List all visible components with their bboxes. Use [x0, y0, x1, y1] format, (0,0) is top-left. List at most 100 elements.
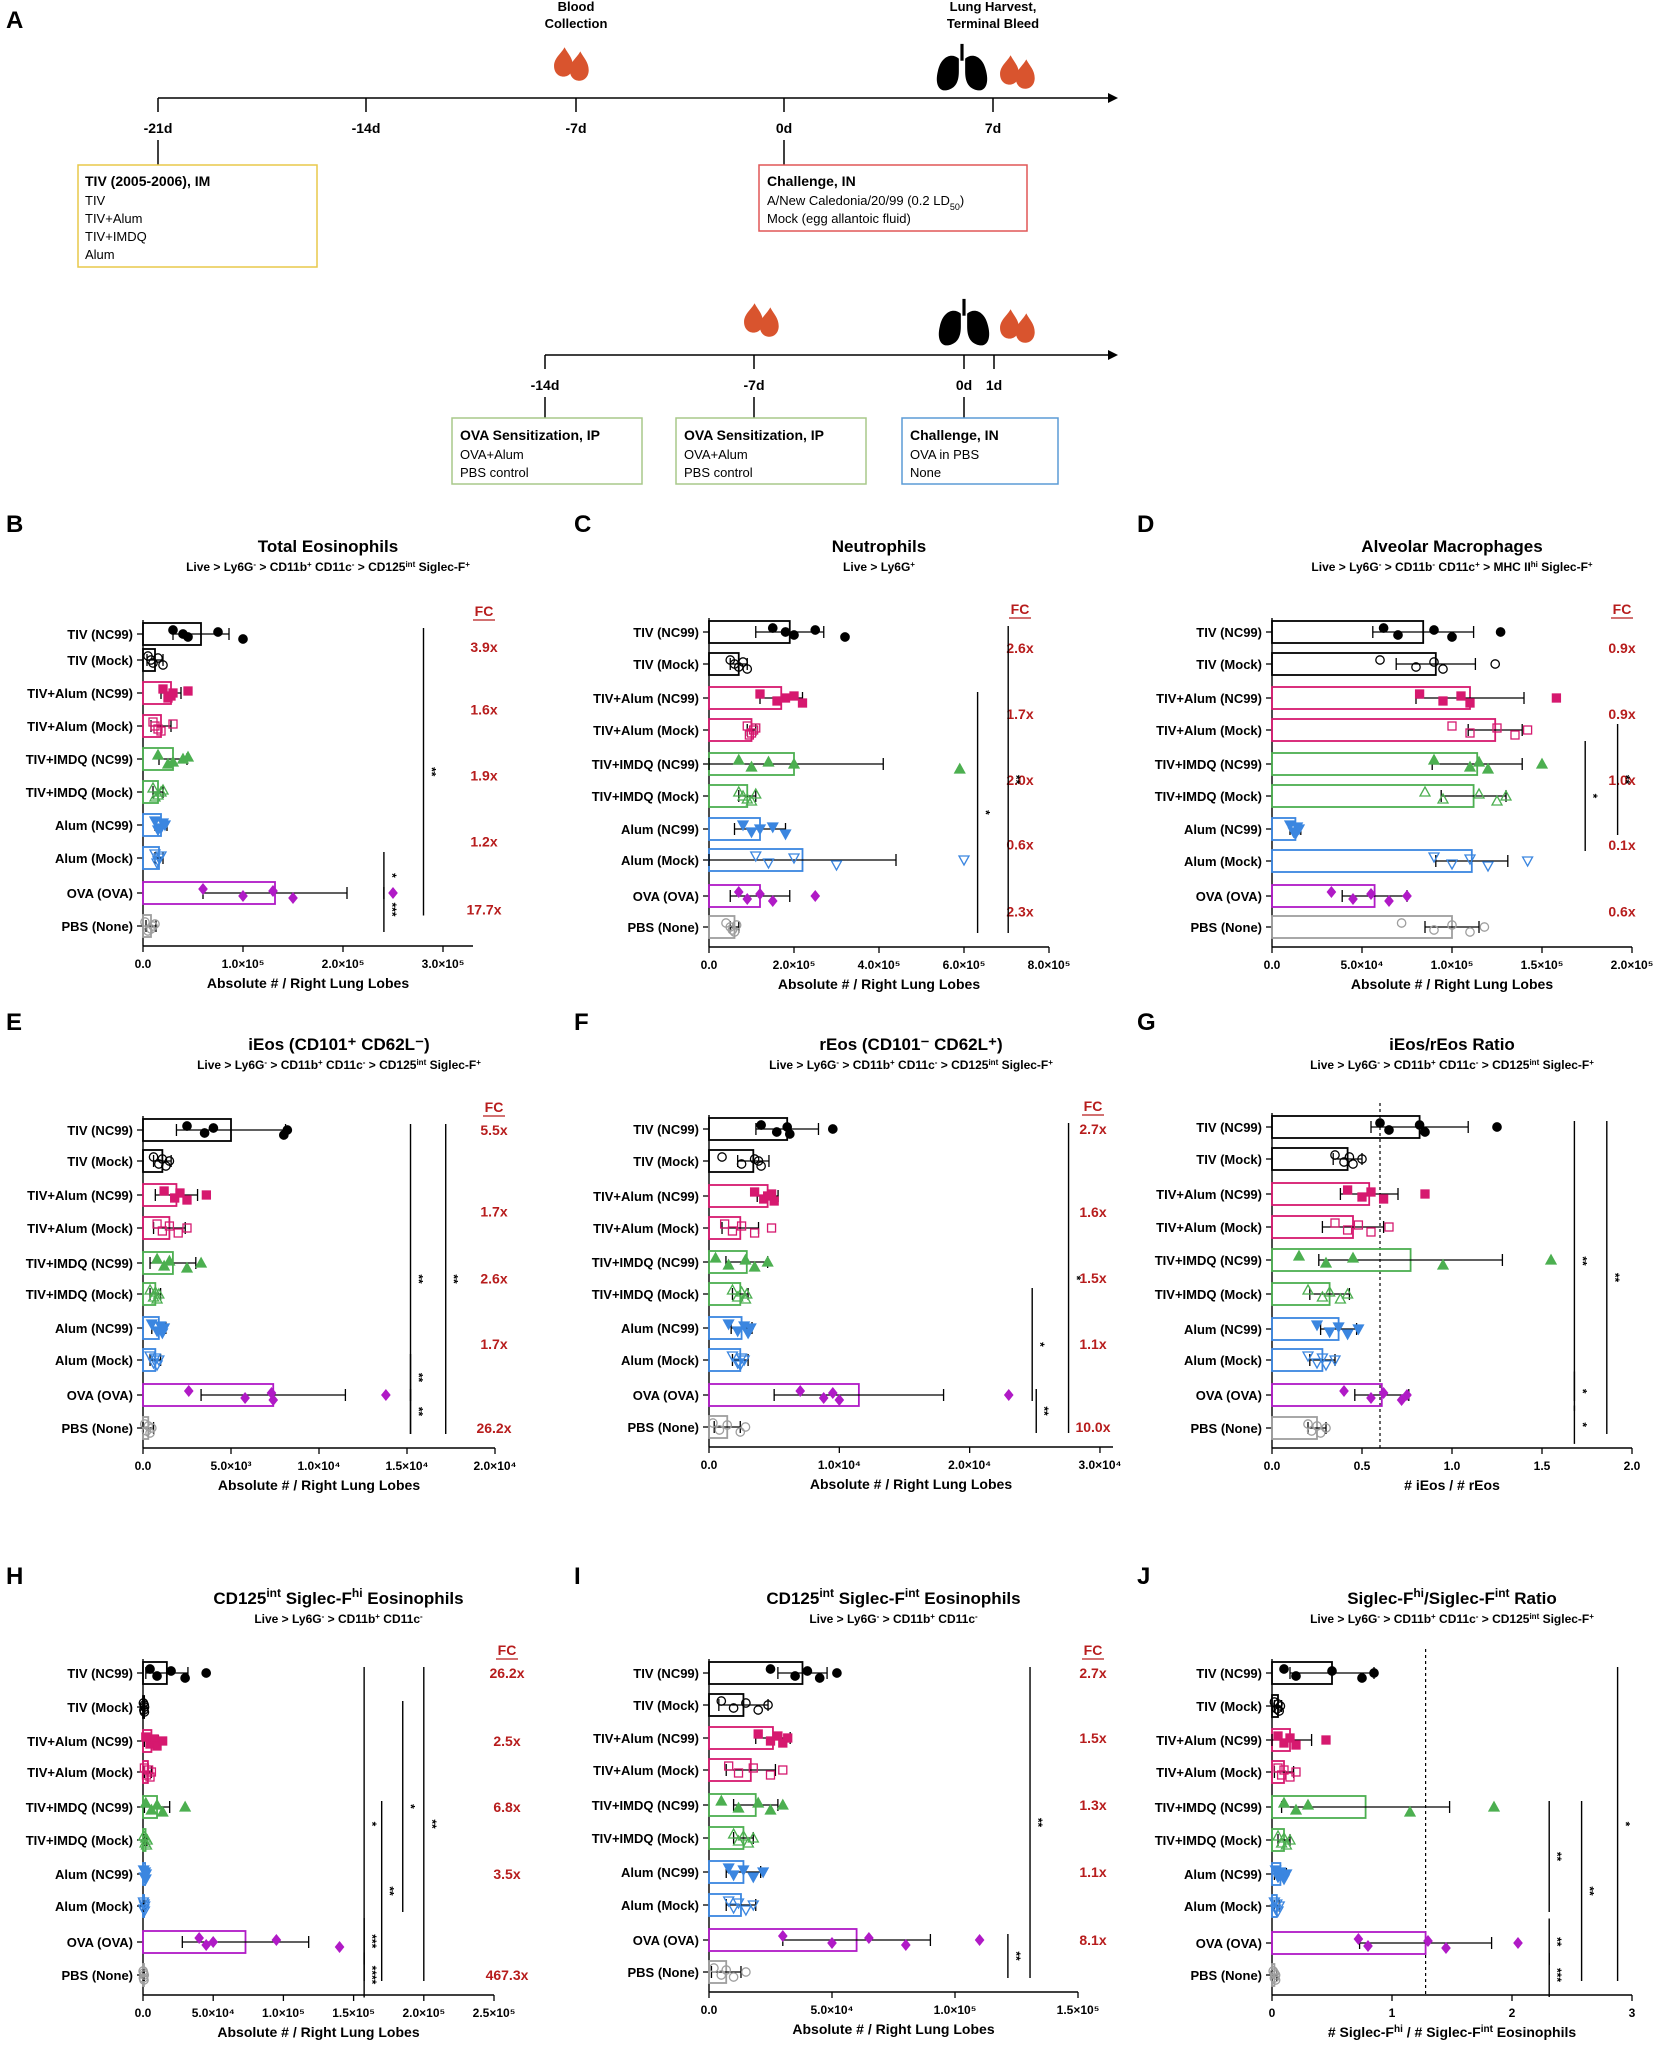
- data-point: [864, 1931, 874, 1945]
- data-point: [176, 752, 190, 764]
- data-point: [1438, 696, 1448, 706]
- category-label: TIV+IMDQ (NC99): [26, 1800, 133, 1815]
- data-point: [143, 1283, 157, 1295]
- x-tick-label: 1.0×10⁵: [222, 957, 265, 971]
- x-tick-label: 1.5×10⁴: [386, 1459, 429, 1473]
- data-point: [744, 1323, 757, 1335]
- x-tick-label: 0.0: [135, 1459, 152, 1473]
- label-part: +: [1431, 1612, 1436, 1621]
- data-point: [789, 691, 799, 701]
- fold-change-label: 1.5x: [1079, 1730, 1106, 1746]
- category-label: Alum (Mock): [55, 1899, 133, 1914]
- data-point: [732, 753, 745, 765]
- label-part: Siglec-F: [426, 1058, 476, 1072]
- category-label: Alum (Mock): [1184, 1899, 1262, 1914]
- data-point: [1551, 693, 1562, 703]
- category-label: Alum (NC99): [621, 1321, 699, 1336]
- data-point: [787, 853, 801, 865]
- data-point: [783, 1733, 793, 1743]
- data-point: [1352, 1324, 1365, 1336]
- data-point: [140, 917, 150, 927]
- data-point: [1447, 920, 1457, 930]
- label-part: +: [1475, 560, 1480, 569]
- category-label: Alum (Mock): [621, 853, 699, 868]
- data-point: [1463, 854, 1477, 866]
- label-part: Live > Ly6G: [1310, 1612, 1377, 1626]
- label-part: Live > Ly6G: [1311, 560, 1378, 574]
- gating-subtitle: Live > Ly6G- > CD11b+ CD11c- > CD125int …: [769, 1058, 1053, 1073]
- data-point: [753, 1156, 764, 1166]
- category-label: TIV+Alum (Mock): [593, 1763, 699, 1778]
- category-label: Alum (Mock): [621, 1898, 699, 1913]
- label-part: CD11c: [323, 1058, 363, 1072]
- label-part: -: [322, 1612, 325, 1621]
- x-tick-label: 0.0: [1264, 1459, 1281, 1473]
- data-point: [751, 723, 761, 733]
- data-point: [1436, 1258, 1450, 1270]
- category-label: TIV+Alum (Mock): [1156, 1220, 1262, 1235]
- x-tick-label: 5.0×10⁴: [192, 2006, 235, 2020]
- x-tick-label: 1.0×10⁴: [298, 1459, 341, 1473]
- category-label: Alum (NC99): [621, 822, 699, 837]
- data-point: [714, 1425, 725, 1435]
- data-point: [1277, 1796, 1291, 1808]
- data-point: [1441, 1941, 1451, 1955]
- timeline-tick-label: 7d: [985, 120, 1001, 136]
- significance-label: **: [412, 1373, 426, 1383]
- significance-label: *: [1575, 1389, 1589, 1394]
- label-part: > CD11b: [1380, 1612, 1431, 1626]
- significance-label: *: [1070, 1276, 1084, 1281]
- data-point: [1522, 725, 1533, 735]
- data-point: [761, 1255, 774, 1267]
- data-point: [737, 1865, 750, 1877]
- trachea: [960, 43, 964, 61]
- category-label: TIV+Alum (Mock): [1156, 723, 1262, 738]
- data-point: [733, 1768, 744, 1778]
- data-point: [163, 693, 173, 703]
- label-part: Siglec-F: [1538, 560, 1588, 574]
- category-label: TIV+IMDQ (Mock): [1155, 789, 1262, 804]
- panel-a-timeline: A -21d -14d -7d 0d 7d Blood Collection Lung Harv…: [6, 0, 1118, 485]
- label-part: Siglec-F: [1539, 1612, 1589, 1626]
- label-part: -: [975, 1612, 978, 1621]
- data-point: [178, 629, 188, 639]
- category-label: TIV (NC99): [1196, 1120, 1262, 1135]
- data-point: [1402, 889, 1412, 903]
- label-part: hi: [352, 1586, 363, 1600]
- label-part: +: [1431, 1058, 1436, 1067]
- label-part: Live > Ly6G: [769, 1058, 836, 1072]
- label-part: +: [1048, 1058, 1053, 1067]
- data-point: [708, 1418, 718, 1428]
- data-point: [240, 1391, 250, 1405]
- data-point: [1490, 659, 1501, 669]
- category-label: TIV (Mock): [633, 657, 699, 672]
- data-point: [139, 1975, 149, 1985]
- data-point: [1323, 1327, 1336, 1339]
- data-point: [150, 1798, 164, 1810]
- category-label: TIV+IMDQ (Mock): [1155, 1833, 1262, 1848]
- label-part: -: [1432, 560, 1435, 569]
- category-label: Alum (Mock): [1184, 1353, 1262, 1368]
- label-part: > CD11b: [1380, 1058, 1431, 1072]
- panel-letter: E: [6, 1009, 22, 1036]
- category-label: Alum (NC99): [1184, 1322, 1262, 1337]
- data-point: [1291, 1740, 1301, 1750]
- label-part: +: [930, 1612, 935, 1621]
- chart-title: iEos (CD101⁺ CD62L⁻): [248, 1035, 429, 1054]
- fold-change-label: 0.6x: [1608, 904, 1635, 920]
- box-line: TIV: [85, 193, 106, 208]
- x-tick-label: 1.0×10⁵: [262, 2006, 305, 2020]
- data-point: [213, 627, 223, 637]
- chart-title: rEos (CD101⁻ CD62L⁺): [819, 1035, 1002, 1054]
- category-label: TIV (Mock): [633, 1154, 699, 1169]
- data-point: [1326, 885, 1337, 899]
- label-part: +: [476, 1058, 481, 1067]
- data-point: [157, 1226, 168, 1236]
- data-point: [153, 653, 163, 663]
- data-point: [1487, 1800, 1501, 1812]
- gating-subtitle: Live > Ly6G- > CD11b+ CD11c- > CD125int …: [1310, 1058, 1594, 1073]
- data-point: [1319, 1360, 1333, 1372]
- fold-change-label: 1.1x: [1079, 1336, 1106, 1352]
- x-tick-label: 4.0×10⁵: [858, 958, 901, 972]
- category-label: TIV (NC99): [633, 1666, 699, 1681]
